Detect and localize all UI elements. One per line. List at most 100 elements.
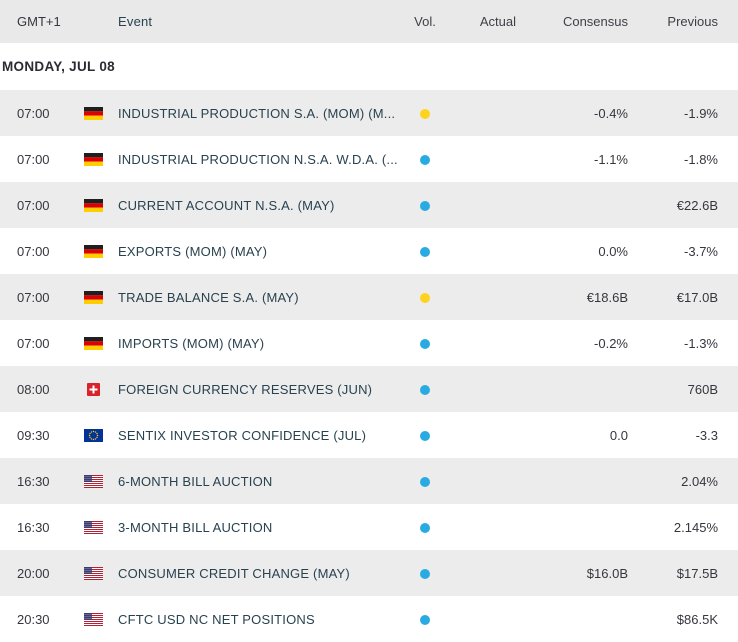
event-name[interactable]: TRADE BALANCE S.A. (MAY) xyxy=(118,289,299,305)
event-time: 07:00 xyxy=(17,243,50,259)
volatility-blue-dot-icon xyxy=(420,615,430,626)
event-name[interactable]: 6-MONTH BILL AUCTION xyxy=(118,473,273,489)
event-name[interactable]: INDUSTRIAL PRODUCTION N.S.A. W.D.A. (... xyxy=(118,151,398,167)
event-time: 16:30 xyxy=(17,473,50,489)
volatility-blue-dot-icon xyxy=(420,477,430,488)
event-time: 07:00 xyxy=(17,289,50,305)
volatility-cell xyxy=(405,336,445,351)
event-time: 09:30 xyxy=(17,427,50,443)
event-name[interactable]: IMPORTS (MOM) (MAY) xyxy=(118,335,265,351)
flag-us-icon xyxy=(82,474,104,488)
event-row[interactable]: 07:00 TRADE BALANCE S.A. (MAY) €18.6B €17.0… xyxy=(0,274,738,320)
event-row[interactable]: 09:30 SENTIX INVESTOR CONFIDENCE (JUL) 0.0… xyxy=(0,412,738,458)
volatility-cell xyxy=(405,382,445,397)
event-row[interactable]: 07:00 INDUSTRIAL PRODUCTION N.S.A. W.D.A.… xyxy=(0,136,738,182)
consensus-value: $16.0B xyxy=(586,565,628,581)
previous-value: -1.3% xyxy=(684,335,718,351)
consensus-value: -0.2% xyxy=(594,335,628,351)
column-header-previous: Previous xyxy=(667,14,718,29)
volatility-blue-dot-icon xyxy=(420,431,430,442)
volatility-blue-dot-icon xyxy=(420,385,430,396)
previous-value: -3.3 xyxy=(695,427,718,443)
event-name[interactable]: EXPORTS (MOM) (MAY) xyxy=(118,243,268,259)
previous-value: $17.5B xyxy=(676,565,718,581)
event-row[interactable]: 20:30 CFTC USD NC NET POSITIONS $86.5K xyxy=(0,596,738,642)
event-time: 16:30 xyxy=(17,519,50,535)
event-time: 07:00 xyxy=(17,335,50,351)
consensus-value: 0.0 xyxy=(609,427,628,443)
volatility-yellow-dot-icon xyxy=(420,109,430,120)
consensus-value: -1.1% xyxy=(594,151,628,167)
event-row[interactable]: 16:30 6-MONTH BILL AUCTION 2.04% xyxy=(0,458,738,504)
flag-de-icon xyxy=(82,244,104,258)
event-time: 07:00 xyxy=(17,197,50,213)
volatility-cell xyxy=(405,244,445,259)
previous-value: -3.7% xyxy=(684,243,718,259)
flag-cell xyxy=(82,474,118,488)
event-name[interactable]: FOREIGN CURRENCY RESERVES (JUN) xyxy=(118,381,373,397)
previous-value: $86.5K xyxy=(676,611,718,627)
event-row[interactable]: 08:00 FOREIGN CURRENCY RESERVES (JUN) 760B xyxy=(0,366,738,412)
volatility-cell xyxy=(405,566,445,581)
previous-value: 760B xyxy=(687,381,718,397)
consensus-value: -0.4% xyxy=(594,105,628,121)
previous-value: 2.04% xyxy=(681,473,718,489)
volatility-yellow-dot-icon xyxy=(420,293,430,304)
previous-value: €17.0B xyxy=(676,289,718,305)
volatility-blue-dot-icon xyxy=(420,523,430,534)
flag-us-icon xyxy=(82,612,104,626)
event-row[interactable]: 07:00 CURRENT ACCOUNT N.S.A. (MAY) €22.6B xyxy=(0,182,738,228)
event-name[interactable]: 3-MONTH BILL AUCTION xyxy=(118,519,273,535)
flag-ch-icon xyxy=(82,382,104,396)
event-rows-container: 07:00 INDUSTRIAL PRODUCTION S.A. (MOM) (M… xyxy=(0,90,738,642)
event-name[interactable]: CURRENT ACCOUNT N.S.A. (MAY) xyxy=(118,197,335,213)
flag-cell xyxy=(82,152,118,166)
event-time: 08:00 xyxy=(17,381,50,397)
volatility-cell xyxy=(405,290,445,305)
flag-cell xyxy=(82,290,118,304)
volatility-cell xyxy=(405,428,445,443)
flag-cell xyxy=(82,520,118,534)
column-header-vol: Vol. xyxy=(414,14,436,29)
event-row[interactable]: 20:00 CONSUMER CREDIT CHANGE (MAY) $16.0B $… xyxy=(0,550,738,596)
volatility-blue-dot-icon xyxy=(420,155,430,166)
event-time: 20:30 xyxy=(17,611,50,627)
flag-cell xyxy=(82,566,118,580)
flag-de-icon xyxy=(82,152,104,166)
event-row[interactable]: 07:00 EXPORTS (MOM) (MAY) 0.0% -3.7% xyxy=(0,228,738,274)
consensus-value: €18.6B xyxy=(586,289,628,305)
previous-value: -1.9% xyxy=(684,105,718,121)
flag-cell xyxy=(82,198,118,212)
column-header-actual: Actual xyxy=(479,14,516,29)
volatility-cell xyxy=(405,198,445,213)
previous-value: €22.6B xyxy=(676,197,718,213)
event-name[interactable]: CONSUMER CREDIT CHANGE (MAY) xyxy=(118,565,350,581)
flag-us-icon xyxy=(82,520,104,534)
volatility-blue-dot-icon xyxy=(420,569,430,580)
event-row[interactable]: 16:30 3-MONTH BILL AUCTION 2.145% xyxy=(0,504,738,550)
consensus-value: 0.0% xyxy=(598,243,628,259)
previous-value: 2.145% xyxy=(673,519,718,535)
volatility-blue-dot-icon xyxy=(420,247,430,258)
volatility-cell xyxy=(405,612,445,627)
event-name[interactable]: SENTIX INVESTOR CONFIDENCE (JUL) xyxy=(118,427,367,443)
event-time: 07:00 xyxy=(17,151,50,167)
event-name[interactable]: INDUSTRIAL PRODUCTION S.A. (MOM) (M... xyxy=(118,105,396,121)
event-name[interactable]: CFTC USD NC NET POSITIONS xyxy=(118,611,315,627)
event-row[interactable]: 07:00 IMPORTS (MOM) (MAY) -0.2% -1.3% xyxy=(0,320,738,366)
event-time: 07:00 xyxy=(17,105,50,121)
flag-de-icon xyxy=(82,290,104,304)
volatility-blue-dot-icon xyxy=(420,201,430,212)
flag-cell xyxy=(82,244,118,258)
column-header-event: Event xyxy=(118,14,153,29)
table-header: GMT+1 Event Vol. Actual Consensus Previo… xyxy=(0,0,738,43)
flag-de-icon xyxy=(82,198,104,212)
previous-value: -1.8% xyxy=(684,151,718,167)
flag-eu-icon xyxy=(82,428,104,442)
flag-cell xyxy=(82,428,118,442)
event-time: 20:00 xyxy=(17,565,50,581)
event-row[interactable]: 07:00 INDUSTRIAL PRODUCTION S.A. (MOM) (M… xyxy=(0,90,738,136)
flag-cell xyxy=(82,612,118,626)
column-header-consensus: Consensus xyxy=(562,14,628,29)
